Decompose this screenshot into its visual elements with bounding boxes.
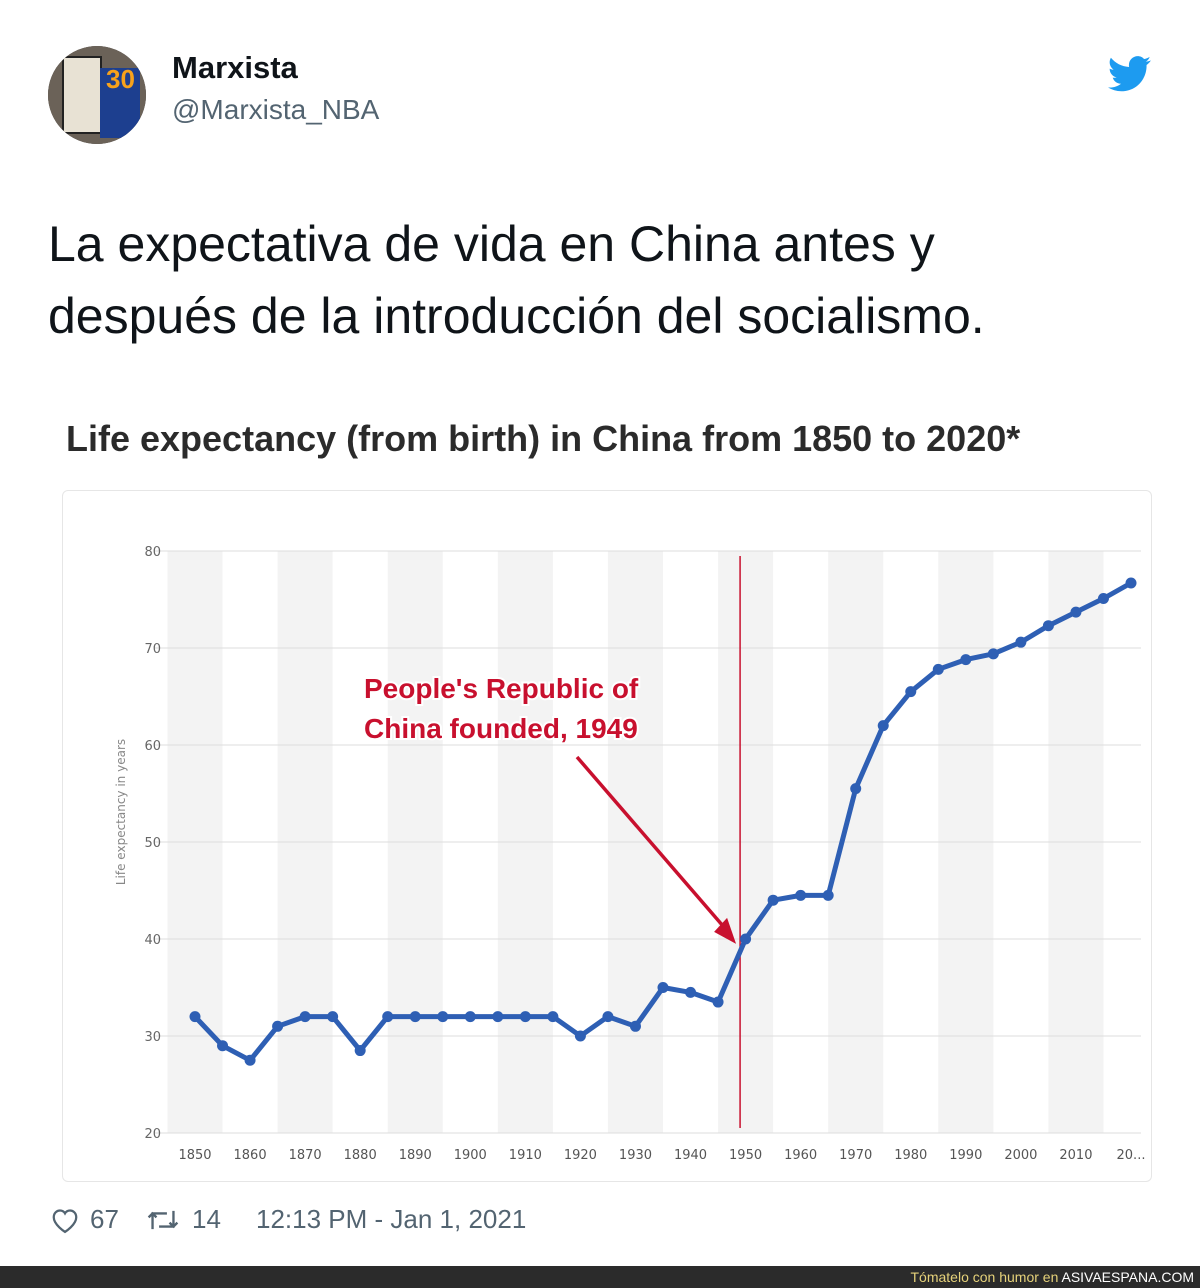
watermark-bar: Tómatelo con humor en ASIVAESPANA.COM [0,1266,1200,1288]
data-point[interactable] [354,1045,366,1057]
data-point[interactable] [437,1011,449,1023]
data-point[interactable] [189,1011,201,1023]
avatar[interactable]: 30 [48,46,146,144]
data-point[interactable] [685,986,697,998]
data-point[interactable] [932,663,944,675]
annotation-arrow-shaft [575,755,730,933]
data-point[interactable] [217,1040,229,1052]
data-point[interactable] [905,686,917,698]
retweet-count[interactable]: 14 [192,1204,221,1234]
data-point[interactable] [464,1011,476,1023]
data-point[interactable] [244,1054,256,1066]
data-point[interactable] [657,982,669,993]
data-point[interactable] [1070,606,1082,618]
annotation-arrow-head [714,917,737,944]
data-point[interactable] [850,783,862,795]
annotation-line-1: People's Republic of [364,673,639,704]
data-point[interactable] [519,1011,531,1023]
x-tick-label: 1910 [509,1148,542,1163]
y-tick-label: 60 [144,739,161,754]
data-point[interactable] [795,889,807,901]
chart-card: 20 30 40 50 60 70 80 1850 1860 1870 1880 1890 1900 19… [62,490,1152,1182]
x-tick-label: 1990 [949,1148,982,1163]
author-handle[interactable]: @Marxista_NBA [172,94,380,125]
tweet-text-line-2: después de la introducción del socialism… [48,288,985,344]
avatar-jersey-number: 30 [106,64,135,94]
data-point[interactable] [382,1011,394,1023]
data-point[interactable] [1125,577,1137,589]
chart-title: Life expectancy (from birth) in China fr… [66,418,1021,459]
data-point[interactable] [1097,593,1109,605]
data-point[interactable] [740,933,752,945]
data-point[interactable] [272,1020,284,1032]
x-tick-label: 1930 [619,1148,652,1163]
annotation-line-2: China founded, 1949 [364,713,638,744]
tweet-text: La expectativa de vida en China antes y … [48,208,1158,352]
y-tick-label: 20 [144,1127,161,1142]
y-tick-label: 30 [144,1030,161,1045]
x-tick-label: 2010 [1059,1148,1092,1163]
y-tick-label: 40 [144,933,161,948]
data-point[interactable] [877,720,889,732]
data-point[interactable] [712,996,724,1008]
retweet-icon[interactable] [146,1206,180,1234]
x-tick-label: 1880 [344,1148,377,1163]
watermark-site: ASIVAESPANA.COM [1061,1269,1194,1285]
x-tick-label: 2000 [1004,1148,1037,1163]
data-point[interactable] [602,1011,614,1023]
tweet-timestamp[interactable]: 12:13 PM - Jan 1, 2021 [256,1204,527,1234]
heart-icon[interactable] [50,1206,80,1234]
avatar-portrait [62,56,102,134]
data-point[interactable] [409,1011,421,1023]
y-tick-label: 70 [144,642,161,657]
x-tick-label: 1870 [289,1148,322,1163]
data-point[interactable] [960,654,972,666]
data-point[interactable] [1015,636,1027,648]
x-tick-label: 1960 [784,1148,817,1163]
x-tick-label: 1850 [178,1148,211,1163]
data-point[interactable] [987,648,999,660]
data-point[interactable] [492,1011,504,1023]
data-point[interactable] [629,1020,641,1032]
data-point[interactable] [574,1030,586,1042]
data-point[interactable] [299,1011,311,1023]
tweet-header: 30 Marxista @Marxista_NBA [48,46,1152,146]
tweet-text-line-1: La expectativa de vida en China antes y [48,216,935,272]
data-point[interactable] [822,889,834,901]
twitter-bird-icon[interactable] [1108,56,1152,92]
life-expectancy-chart: 20 30 40 50 60 70 80 1850 1860 1870 1880 1890 1900 19… [114,545,1146,1163]
x-tick-label: 1980 [894,1148,927,1163]
y-tick-label: 80 [144,545,161,560]
data-point[interactable] [767,894,779,906]
watermark-prefix: Tómatelo con humor en [910,1269,1059,1285]
y-tick-label: 50 [144,836,161,851]
like-count[interactable]: 67 [90,1204,119,1234]
x-tick-label: 1940 [674,1148,707,1163]
x-tick-label: 1860 [234,1148,267,1163]
x-tick-label: 1900 [454,1148,487,1163]
watermark-text[interactable]: Tómatelo con humor en ASIVAESPANA.COM [911,1269,1200,1285]
x-tick-label: 1970 [839,1148,872,1163]
data-point[interactable] [327,1011,339,1023]
y-axis-label: Life expectancy in years [114,739,128,885]
data-point[interactable] [1042,620,1054,632]
avatar-jersey [100,68,140,138]
x-tick-label: 1890 [399,1148,432,1163]
x-tick-label: 1950 [729,1148,762,1163]
x-tick-label: 1920 [564,1148,597,1163]
x-tick-label: 20... [1117,1148,1146,1163]
data-point[interactable] [547,1011,559,1023]
author-name[interactable]: Marxista [172,50,298,85]
